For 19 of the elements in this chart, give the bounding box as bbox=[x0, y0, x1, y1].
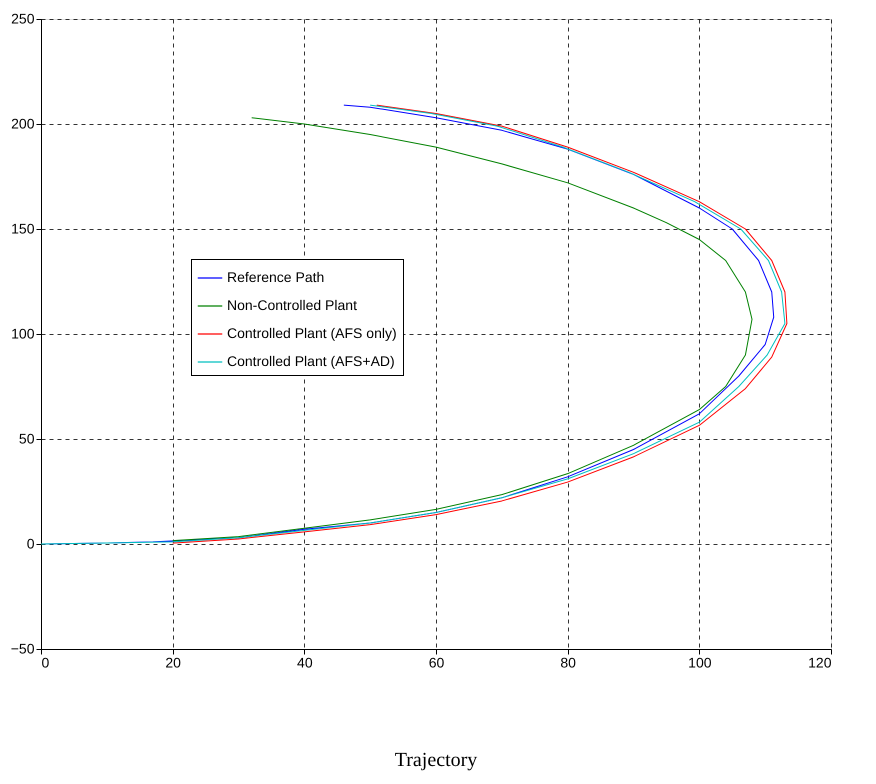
y-tick-label: 200 bbox=[11, 116, 35, 132]
y-tick-label: 50 bbox=[18, 430, 35, 446]
text: Trajectory bbox=[394, 749, 478, 771]
x-tick-label: 80 bbox=[560, 654, 576, 670]
legend-label: Non-Controlled Plant bbox=[227, 297, 358, 313]
x-tick-label: 40 bbox=[297, 654, 313, 670]
y-tick-label: 100 bbox=[11, 326, 35, 342]
y-tick-label: 150 bbox=[11, 220, 35, 236]
y-tick-label: 250 bbox=[11, 10, 35, 26]
x-tick-label: 60 bbox=[428, 654, 444, 670]
x-tick-label: 120 bbox=[808, 654, 832, 670]
y-tick-label: −50 bbox=[10, 640, 35, 656]
legend-label: Reference Path bbox=[227, 269, 324, 285]
x-tick-label: 100 bbox=[688, 654, 712, 670]
legend-label: Controlled Plant (AFS only) bbox=[227, 325, 397, 341]
x-tick-label: 20 bbox=[165, 654, 182, 670]
y-tick-label: 0 bbox=[26, 536, 35, 552]
x-tick-label: 0 bbox=[42, 654, 50, 670]
legend-label: Controlled Plant (AFS+AD) bbox=[227, 353, 395, 369]
